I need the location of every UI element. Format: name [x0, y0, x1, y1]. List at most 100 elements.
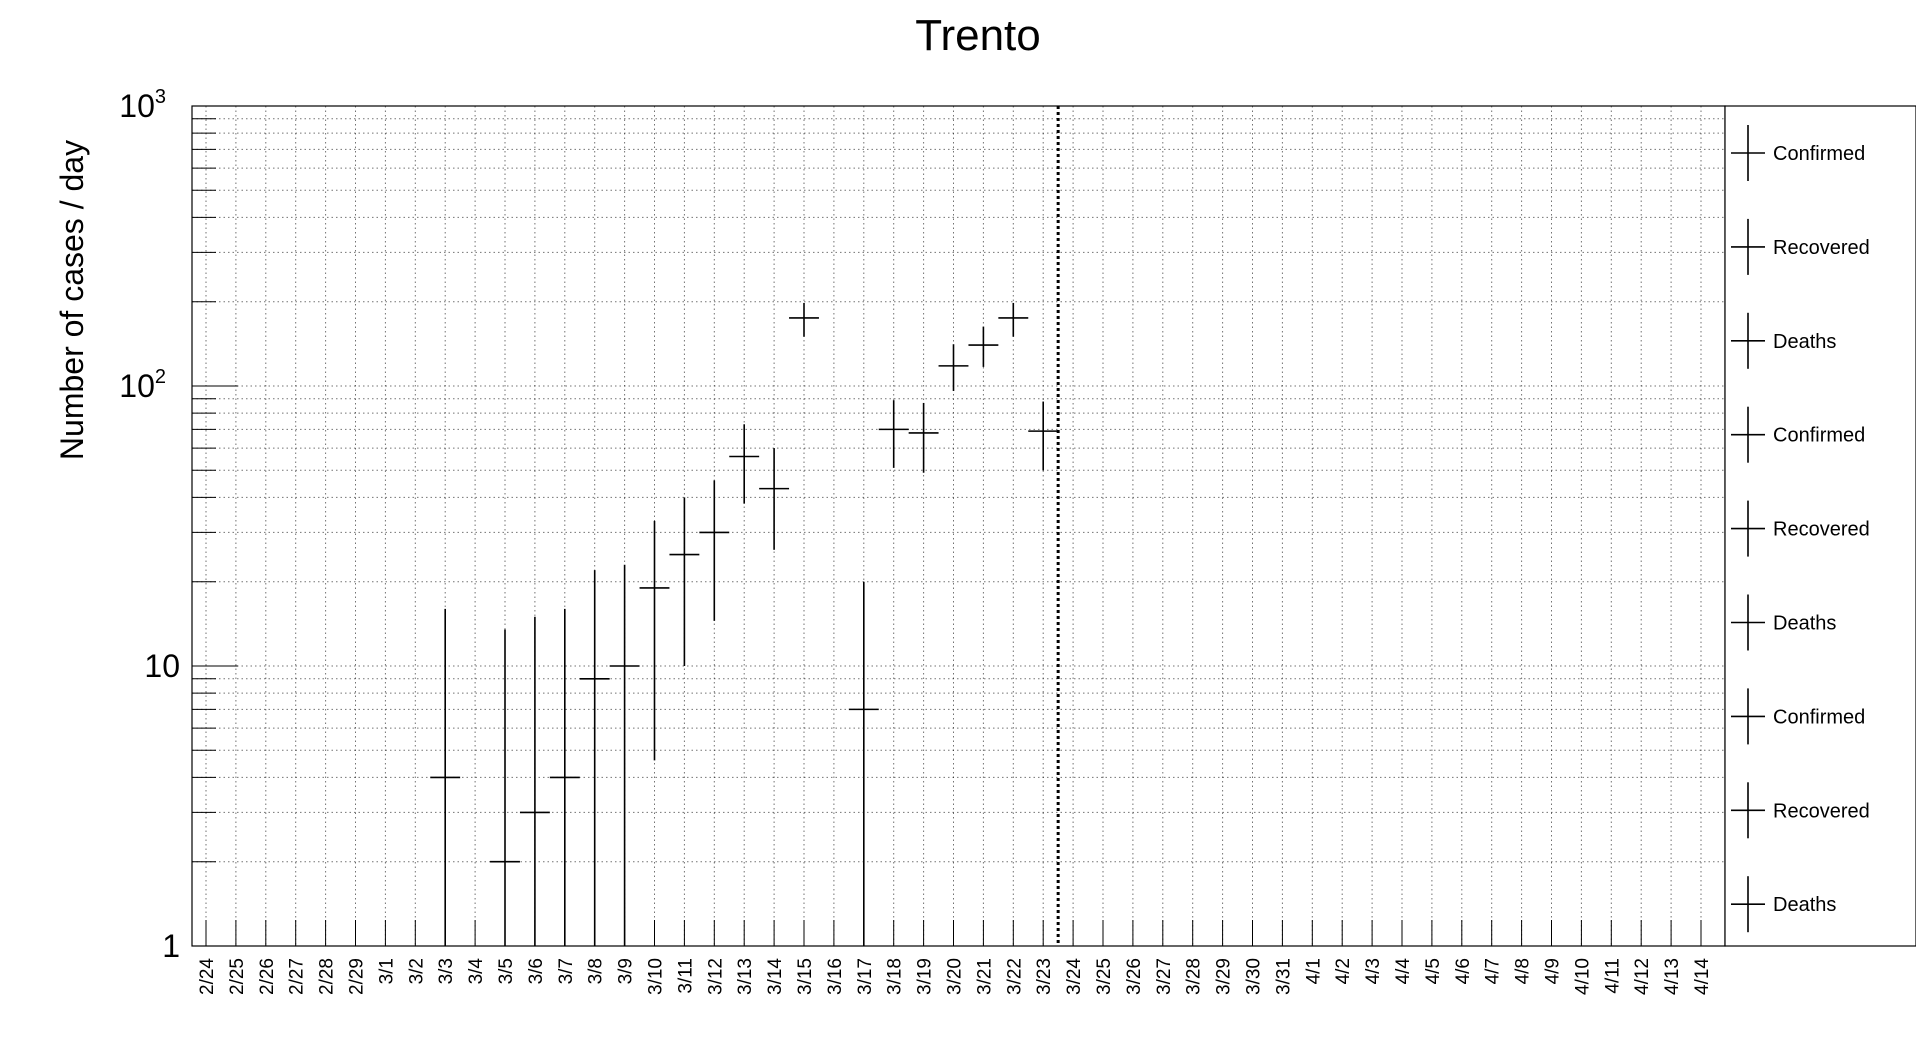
- x-tick-label: 4/5: [1423, 958, 1444, 984]
- data-point: [968, 326, 999, 367]
- legend-entry: Deaths: [1731, 312, 1836, 369]
- x-tick-label: 3/31: [1273, 958, 1294, 995]
- data-point: [549, 608, 580, 946]
- legend-label: Confirmed: [1773, 425, 1865, 447]
- y-tick-label: 1: [162, 928, 180, 964]
- x-tick-label: 3/8: [586, 958, 607, 984]
- data-point: [669, 497, 700, 666]
- y-tick-exponent: 3: [155, 86, 166, 108]
- x-tick-label: 3/14: [765, 958, 786, 995]
- x-tick-label: 3/17: [855, 958, 876, 995]
- x-tick-label: 2/25: [227, 958, 248, 995]
- x-tick-label: 3/5: [496, 958, 517, 984]
- data-point: [519, 616, 550, 946]
- data-point: [430, 608, 461, 946]
- y-tick-base: 10: [144, 648, 180, 684]
- data-point: [579, 570, 610, 946]
- x-tick-label: 3/3: [436, 958, 457, 984]
- legend-label: Recovered: [1773, 800, 1870, 822]
- data-point: [699, 480, 730, 621]
- x-tick-label: 3/22: [1004, 958, 1025, 995]
- x-tick-label: 3/27: [1154, 958, 1175, 995]
- x-tick-label: 3/12: [705, 958, 726, 995]
- x-tick-label: 3/30: [1244, 958, 1265, 995]
- legend-entry: Recovered: [1731, 500, 1870, 557]
- legend-entry: Recovered: [1731, 218, 1870, 275]
- data-point: [998, 302, 1029, 337]
- x-tick-label: 3/19: [915, 958, 936, 995]
- legend-entry: Recovered: [1731, 782, 1870, 839]
- legend-label: Recovered: [1773, 519, 1870, 541]
- data-point: [1028, 401, 1059, 471]
- legend-label: Confirmed: [1773, 143, 1865, 165]
- x-tick-label: 4/2: [1333, 958, 1354, 984]
- legend-entry: Deaths: [1731, 876, 1836, 933]
- x-tick-label: 3/4: [466, 958, 487, 985]
- x-tick-label: 4/12: [1632, 958, 1653, 995]
- x-tick-label: 2/24: [197, 958, 218, 995]
- x-tick-label: 3/25: [1094, 958, 1115, 995]
- y-tick-exponent: 2: [155, 366, 166, 388]
- x-tick-label: 3/23: [1034, 958, 1055, 995]
- data-point: [878, 400, 909, 468]
- x-tick-label: 3/6: [526, 958, 547, 984]
- x-tick-label: 3/26: [1124, 958, 1145, 995]
- x-tick-label: 3/21: [974, 958, 995, 995]
- data-point: [938, 344, 969, 391]
- x-tick-label: 3/7: [556, 958, 577, 984]
- x-tick-label: 4/13: [1662, 958, 1683, 995]
- x-tick-label: 3/20: [945, 958, 966, 995]
- data-point: [759, 448, 790, 550]
- x-tick-label: 2/26: [257, 958, 278, 995]
- plot-frame: [191, 105, 1726, 947]
- data-point: [609, 564, 640, 946]
- data-point: [639, 520, 670, 761]
- x-tick-label: 2/29: [347, 958, 368, 995]
- legend-label: Deaths: [1773, 613, 1836, 635]
- data-point: [908, 402, 939, 473]
- legend-entry: Confirmed: [1731, 125, 1865, 181]
- x-tick-label: 4/14: [1692, 958, 1713, 995]
- legend: Confirmed Recovered Deaths Confirmed Recover…: [1731, 125, 1870, 933]
- legend-label: Confirmed: [1773, 706, 1865, 728]
- data-points: [430, 302, 1059, 946]
- x-tick-label: 4/8: [1513, 958, 1534, 984]
- x-tick-label: 4/10: [1572, 958, 1593, 995]
- x-tick-label: 3/13: [735, 958, 756, 995]
- x-tick-label: 2/27: [287, 958, 308, 995]
- legend-entry: Confirmed: [1731, 406, 1865, 463]
- y-tick-label: 103: [119, 86, 166, 124]
- x-tick-labels: 2/24 2/25 2/26 2/27 2/28 2/29 3/1 3/2 3/3 3/4 3/5 3…: [197, 958, 1713, 995]
- x-tick-label: 4/7: [1483, 958, 1504, 984]
- x-tick-label: 3/15: [795, 958, 816, 995]
- chart-title: Trento: [915, 11, 1041, 60]
- x-tick-label: 3/1: [376, 958, 397, 984]
- legend-entry: Confirmed: [1731, 688, 1865, 745]
- x-tick-label: 4/4: [1393, 958, 1414, 985]
- x-tick-label: 4/9: [1543, 958, 1564, 984]
- x-tick-label: 4/6: [1453, 958, 1474, 984]
- x-tick-label: 4/3: [1363, 958, 1384, 984]
- y-tick-label: 10: [144, 648, 180, 684]
- y-tick-base: 10: [119, 368, 155, 404]
- data-point: [848, 581, 879, 946]
- axes: [192, 105, 1702, 947]
- x-tick-label: 2/28: [317, 958, 338, 995]
- x-tick-label: 3/2: [406, 958, 427, 984]
- legend-label: Recovered: [1773, 237, 1870, 259]
- y-tick-base: 10: [119, 88, 155, 124]
- data-point: [490, 629, 520, 946]
- x-tick-label: 4/11: [1602, 958, 1623, 994]
- x-tick-label: 3/16: [825, 958, 846, 995]
- y-tick-label: 102: [119, 366, 166, 404]
- x-tick-label: 4/1: [1303, 958, 1324, 984]
- y-tick-base: 1: [162, 928, 180, 964]
- x-tick-label: 3/9: [616, 958, 637, 984]
- x-tick-label: 3/28: [1184, 958, 1205, 995]
- grid: [192, 105, 1725, 946]
- legend-box: [1724, 105, 1916, 947]
- x-tick-label: 3/11: [675, 958, 696, 994]
- x-tick-label: 3/10: [646, 958, 667, 995]
